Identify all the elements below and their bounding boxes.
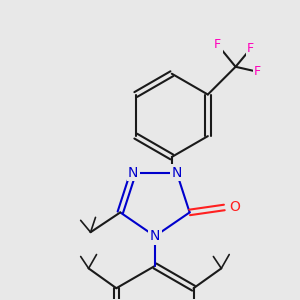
Text: F: F bbox=[247, 42, 254, 56]
Text: F: F bbox=[254, 65, 261, 78]
Text: N: N bbox=[172, 166, 182, 180]
Text: F: F bbox=[214, 38, 221, 52]
Text: N: N bbox=[128, 166, 138, 180]
Text: N: N bbox=[150, 229, 160, 243]
Text: O: O bbox=[229, 200, 240, 214]
